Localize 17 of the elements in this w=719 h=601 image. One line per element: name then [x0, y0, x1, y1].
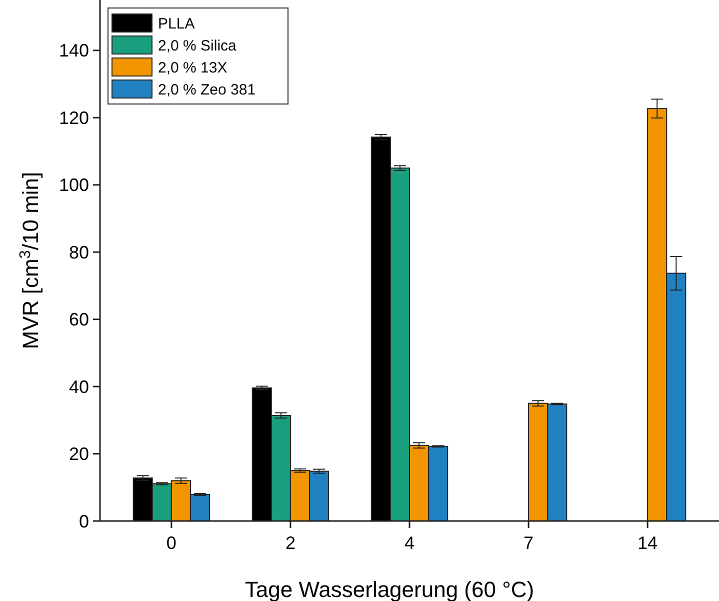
x-tick-label: 14: [638, 533, 658, 553]
legend-label: 2,0 % Zeo 381: [158, 81, 256, 98]
y-tick-label: 80: [68, 242, 89, 262]
legend-label: 2,0 % Silica: [158, 37, 238, 54]
x-tick-label: 0: [166, 533, 176, 553]
y-tick-label: 20: [68, 444, 89, 464]
y-tick-label: 100: [58, 175, 89, 196]
y-tick-label: 120: [58, 108, 89, 128]
y-tick-label: 60: [68, 310, 89, 330]
y-tick-label: 40: [68, 376, 89, 397]
x-tick-label: 7: [524, 533, 534, 553]
x-tick-label: 4: [404, 533, 415, 553]
legend-label: PLLA: [158, 15, 195, 32]
legend-label: 2,0 % 13X: [158, 59, 228, 76]
y-tick-label: 140: [58, 40, 89, 61]
y-tick-label: 0: [78, 511, 89, 532]
x-tick-label: 2: [285, 533, 296, 553]
